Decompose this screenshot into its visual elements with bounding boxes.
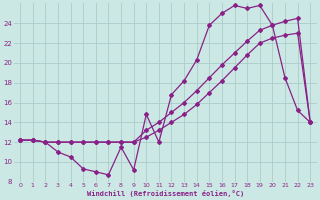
X-axis label: Windchill (Refroidissement éolien,°C): Windchill (Refroidissement éolien,°C) xyxy=(87,190,244,197)
